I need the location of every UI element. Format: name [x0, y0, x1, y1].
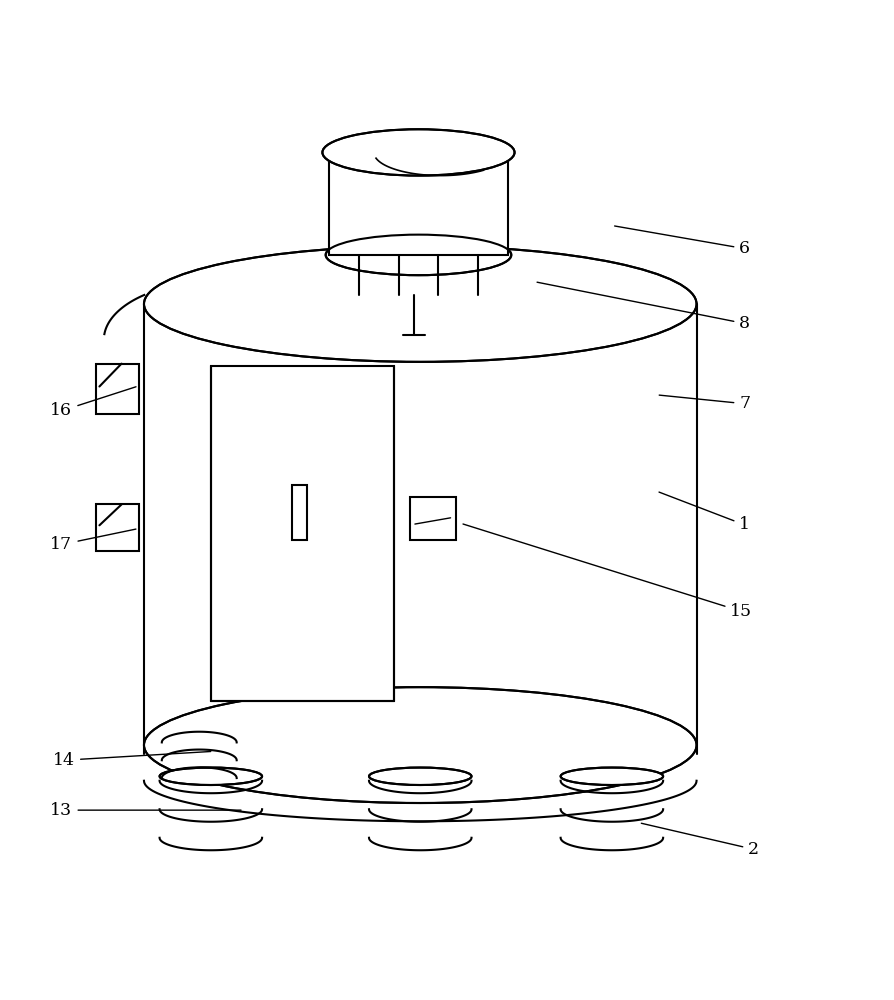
Ellipse shape	[561, 768, 663, 785]
Ellipse shape	[144, 246, 696, 362]
Text: 2: 2	[641, 823, 759, 858]
Text: 7: 7	[659, 395, 750, 412]
Bar	[329, 152, 508, 255]
Ellipse shape	[323, 129, 515, 176]
Bar	[409, 497, 456, 540]
Bar	[96, 364, 139, 414]
Bar	[292, 485, 307, 540]
Bar	[96, 504, 139, 551]
Ellipse shape	[369, 768, 471, 785]
Text: 14: 14	[53, 751, 211, 769]
Text: 13: 13	[50, 802, 241, 819]
Ellipse shape	[325, 235, 511, 275]
Text: 16: 16	[50, 387, 136, 419]
Ellipse shape	[144, 687, 696, 803]
Text: 15: 15	[463, 524, 753, 620]
Text: 1: 1	[659, 492, 750, 533]
Ellipse shape	[160, 768, 262, 785]
Bar	[211, 366, 393, 701]
Text: 8: 8	[537, 282, 750, 332]
Text: 17: 17	[50, 529, 136, 553]
Text: 6: 6	[614, 226, 750, 257]
